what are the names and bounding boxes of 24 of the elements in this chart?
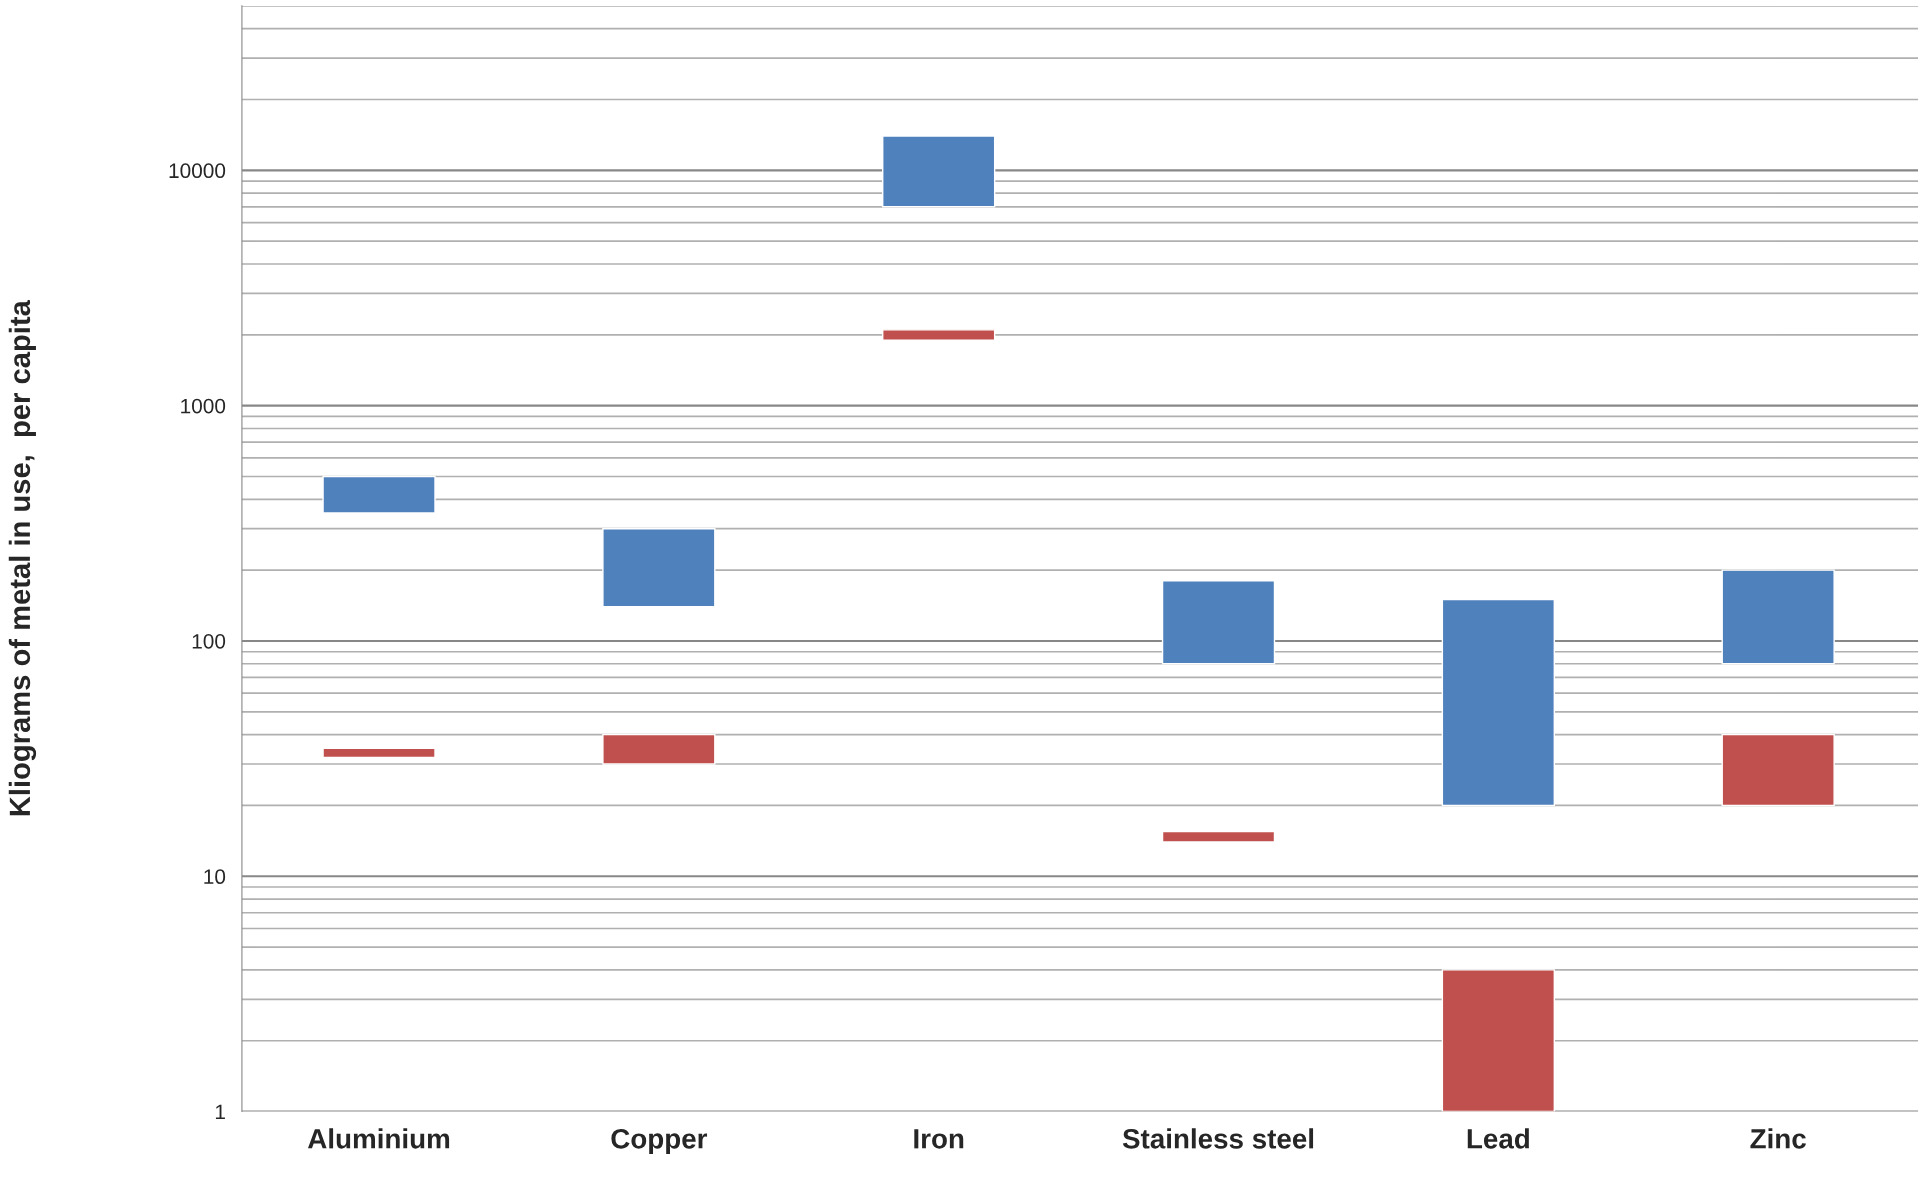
y-tick-label: 10 [204, 869, 226, 885]
bar [1721, 569, 1835, 665]
x-tick-label: Aluminium [307, 1128, 450, 1149]
bar [882, 135, 996, 208]
y-tick-label: 1 [215, 1104, 225, 1120]
bar [602, 733, 716, 765]
x-tick-label: Stainless steel [1122, 1128, 1314, 1149]
y-tick-label: 1000 [181, 398, 226, 414]
x-tick-label: Copper [611, 1128, 708, 1155]
y-tick-label: 100 [192, 633, 226, 649]
bar [1721, 733, 1835, 807]
bar [882, 329, 996, 341]
bar [1441, 598, 1556, 807]
y-tick-label: 10000 [169, 163, 226, 179]
bar [322, 747, 436, 759]
y-axis-title: Kliograms of metal in use, per capita [8, 300, 37, 816]
x-tick-label: Zinc [1750, 1128, 1806, 1149]
bar [602, 528, 716, 608]
x-tick-label: Iron [914, 1129, 964, 1149]
x-tick-label: Lead [1467, 1128, 1529, 1149]
bar [1161, 830, 1276, 843]
bar [322, 475, 436, 514]
bar [1161, 580, 1276, 665]
bar [1441, 969, 1556, 1112]
